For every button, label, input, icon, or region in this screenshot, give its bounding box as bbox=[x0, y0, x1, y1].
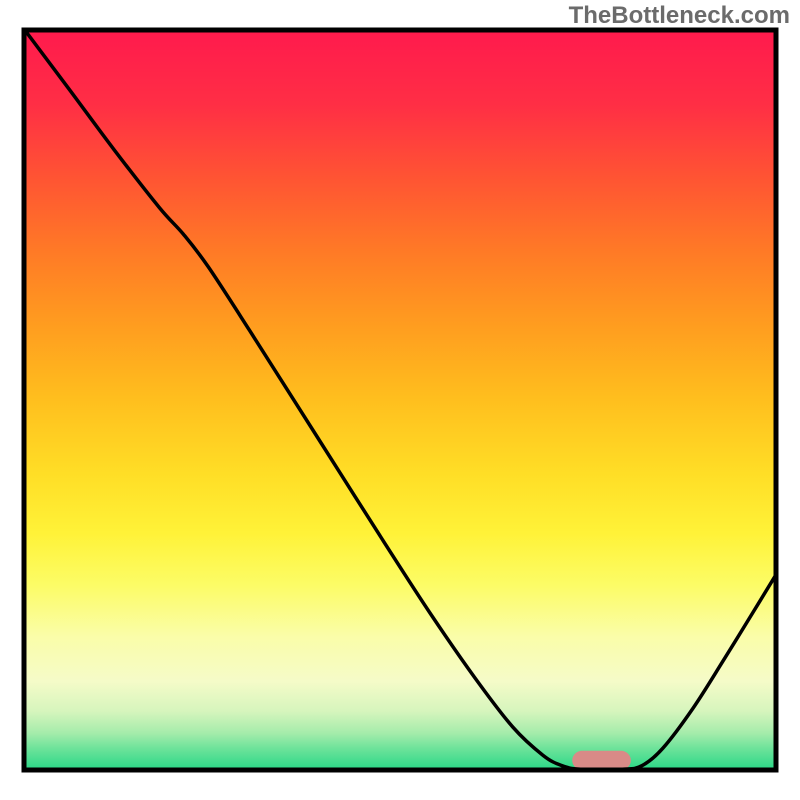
watermark-text: TheBottleneck.com bbox=[569, 2, 790, 30]
chart-background bbox=[24, 30, 776, 770]
chart-container: TheBottleneck.com bbox=[0, 0, 800, 800]
chart-svg bbox=[0, 0, 800, 800]
peak-marker bbox=[572, 751, 631, 770]
